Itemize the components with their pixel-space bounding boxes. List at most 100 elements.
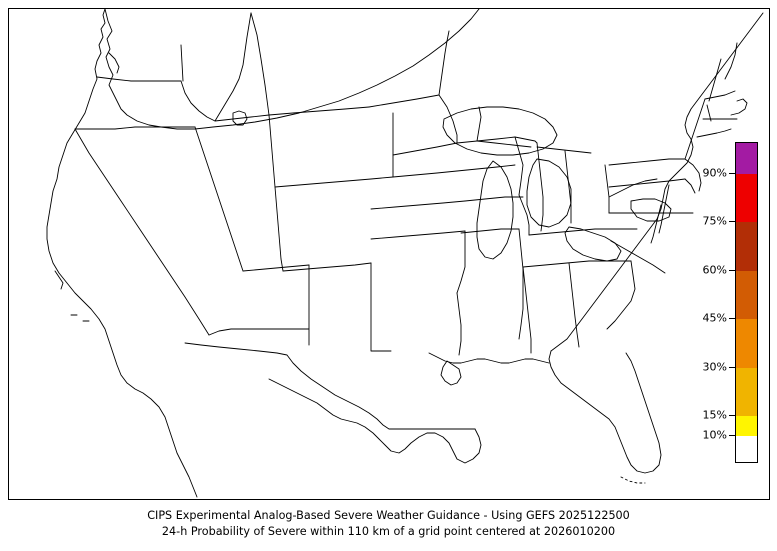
long-island xyxy=(696,128,732,138)
state-line-ut-az xyxy=(242,264,310,272)
state-line-nm-tx xyxy=(370,262,392,352)
state-line-sd-ne xyxy=(392,142,458,156)
state-line-or-ca-nv xyxy=(74,126,196,130)
state-line-sc-nc xyxy=(610,240,666,274)
state-line-wy-ut-co xyxy=(268,114,276,188)
caption-line-1: CIPS Experimental Analog-Based Severe We… xyxy=(147,509,630,522)
state-line-ga-sc-nc xyxy=(606,260,636,330)
lake-ontario xyxy=(630,198,672,222)
colorbar-band-60-75 xyxy=(736,222,757,271)
state-line-nh-me xyxy=(724,42,738,80)
state-line-wi-il xyxy=(514,136,538,144)
puget-sound xyxy=(108,52,120,74)
state-line-mo-ia-il xyxy=(514,136,524,196)
map-panel xyxy=(8,8,770,500)
state-line-tx-ok-east xyxy=(456,230,466,294)
colorbar-label-45: 45% xyxy=(702,311,727,325)
state-line-ok-tx-north xyxy=(370,230,466,240)
colorbar-band-45-60 xyxy=(736,271,757,319)
state-line-ca-az xyxy=(208,328,310,336)
gulf-coastline xyxy=(268,378,482,464)
state-line-nd-sd xyxy=(368,94,440,108)
state-line-in-oh xyxy=(564,150,572,224)
colorbar-band-0-10 xyxy=(736,436,757,462)
state-line-va-wv-md xyxy=(608,178,658,198)
state-line-id-wy xyxy=(214,114,270,122)
canada-border xyxy=(104,9,480,130)
state-line-mi-in-oh xyxy=(536,146,592,154)
lake-huron xyxy=(526,158,572,228)
state-line-or-id xyxy=(180,80,216,122)
state-line-al-ga xyxy=(568,262,580,348)
colorbar-tick-60 xyxy=(729,270,735,271)
lake-erie xyxy=(564,226,622,262)
colorbar-bands xyxy=(735,142,758,463)
colorbar-tick-10 xyxy=(729,435,735,436)
state-line-id-mt xyxy=(214,12,252,122)
colorbar-label-90: 90% xyxy=(702,166,727,180)
great-salt-lake xyxy=(232,110,248,126)
state-line-ia-mo xyxy=(456,164,516,172)
state-line-oh-pa-wv xyxy=(604,164,610,214)
state-line-nv-ca xyxy=(74,128,210,336)
colorbar-tick-75 xyxy=(729,221,735,222)
state-line-la-ms xyxy=(518,228,524,340)
louisiana-coast xyxy=(428,352,550,364)
state-line-tn-ms-al-ga xyxy=(522,260,632,268)
atlantic-coastline xyxy=(550,12,764,352)
florida-keys xyxy=(620,476,646,484)
florida-coastline xyxy=(548,350,662,474)
state-line-nd-mn xyxy=(438,30,450,96)
gulf-coast-east xyxy=(440,360,462,386)
caption-line-2: 24-h Probability of Severe within 110 km… xyxy=(161,525,616,538)
colorbar-band-10-15 xyxy=(736,416,757,436)
state-line-wi-mi xyxy=(476,140,532,148)
us-map xyxy=(46,9,764,498)
state-line-de xyxy=(684,178,696,194)
state-line-il-in xyxy=(536,142,544,232)
lake-champlain xyxy=(706,104,712,122)
colorbar-tick-90 xyxy=(729,173,735,174)
state-line-wa-id xyxy=(180,44,184,82)
state-line-mt-wy xyxy=(250,12,370,116)
colorbar-label-75: 75% xyxy=(702,214,727,228)
state-line-co-ks-ne xyxy=(274,176,394,188)
colorbar-band-15-30 xyxy=(736,368,757,416)
cape-cod xyxy=(730,98,748,116)
colorbar-tick-15 xyxy=(729,415,735,416)
colorbar-band-30-45 xyxy=(736,319,757,368)
state-line-il-mo xyxy=(518,194,530,236)
lake-superior xyxy=(442,106,558,156)
state-line-ne-ks xyxy=(392,170,458,178)
state-line-pa-ny xyxy=(608,158,686,166)
map-geography xyxy=(46,9,764,498)
state-line-nj xyxy=(684,158,702,192)
colorbar-tick-30 xyxy=(729,367,735,368)
colorbar-label-15: 15% xyxy=(702,408,727,422)
pacific-coastline xyxy=(46,9,198,498)
state-line-ks-ok xyxy=(370,200,466,210)
colorbar-band-75-90 xyxy=(736,174,757,222)
chesapeake-bay xyxy=(650,204,662,244)
colorbar-label-10: 10% xyxy=(702,428,727,442)
state-line-nv-ut xyxy=(194,126,244,272)
caption-block: CIPS Experimental Analog-Based Severe We… xyxy=(0,508,777,540)
state-line-mo-ar xyxy=(464,196,524,202)
state-line-ia-mn xyxy=(456,136,516,144)
state-line-co-nm xyxy=(282,262,372,272)
state-line-ms-al xyxy=(522,266,532,354)
san-francisco-bay xyxy=(54,270,64,290)
mexico-border xyxy=(184,342,476,430)
state-line-ar-la xyxy=(460,228,520,234)
state-line-mn-wi xyxy=(476,106,482,142)
state-line-ut-co xyxy=(274,186,284,272)
state-line-tx-la xyxy=(456,292,462,356)
state-line-pa-md xyxy=(608,178,686,188)
colorbar-band-90-100 xyxy=(736,143,757,174)
state-line-ky-tn xyxy=(528,228,638,236)
lake-michigan xyxy=(476,160,514,260)
colorbar-label-30: 30% xyxy=(702,360,727,374)
state-line-vt-nh xyxy=(708,58,722,102)
state-line-wa-or xyxy=(96,76,182,82)
